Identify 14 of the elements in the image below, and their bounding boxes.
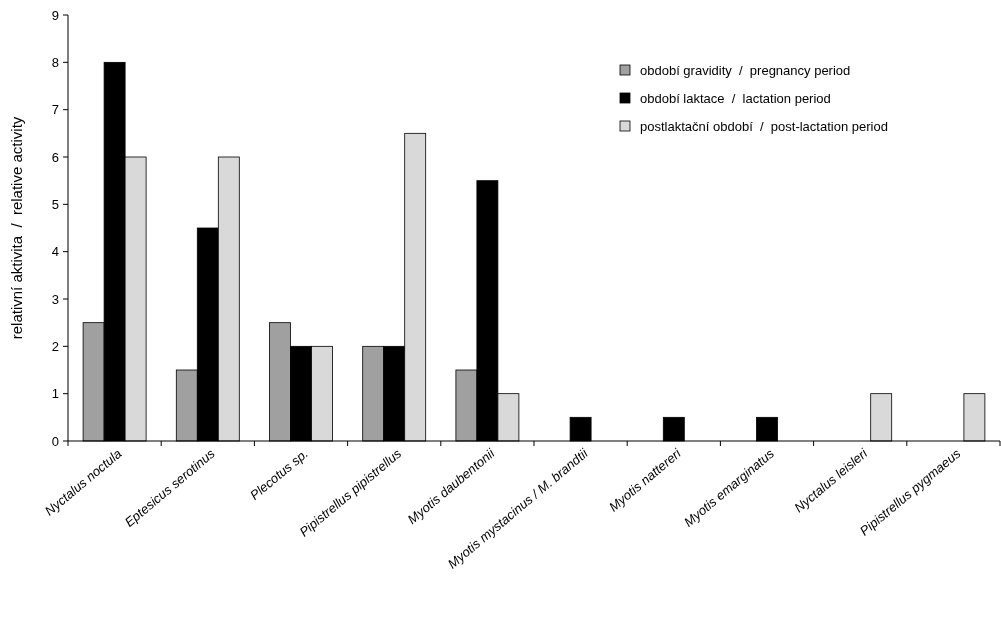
- y-tick-label: 6: [51, 149, 59, 165]
- legend-label: období laktace / lactation period: [640, 90, 831, 106]
- y-tick-label: 1: [51, 386, 59, 402]
- legend-label: postlaktační období / post-lactation period: [640, 118, 888, 134]
- legend-label: období gravidity / pregnancy period: [640, 62, 851, 78]
- y-tick-label: 2: [51, 338, 59, 354]
- y-tick-label: 0: [51, 433, 59, 449]
- y-axis-title: relativní aktivita / relative activity: [8, 116, 25, 340]
- y-tick-label: 5: [51, 196, 59, 212]
- y-tick-label: 7: [51, 102, 59, 118]
- y-tick-label: 3: [51, 291, 59, 307]
- y-tick-label: 4: [51, 244, 59, 260]
- y-tick-label: 8: [51, 54, 59, 70]
- y-tick-label: 9: [51, 7, 59, 23]
